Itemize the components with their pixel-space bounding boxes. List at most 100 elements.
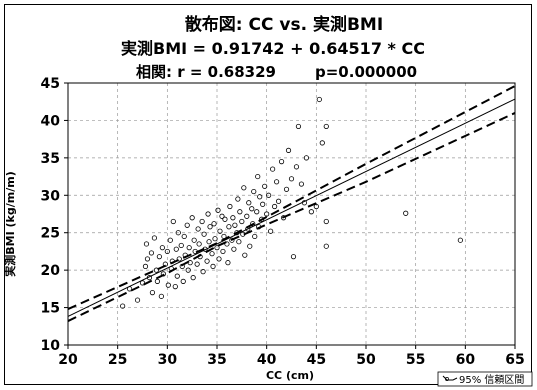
scatter-point <box>197 254 203 260</box>
scatter-point <box>275 198 282 204</box>
legend-point-icon <box>445 377 449 381</box>
scatter-point <box>201 231 207 237</box>
scatter-point <box>199 218 205 225</box>
scatter-point <box>278 159 285 165</box>
scatter-point <box>165 282 171 288</box>
y-tick-label: 45 <box>41 76 60 92</box>
scatter-point <box>246 200 252 206</box>
x-tick-label: 50 <box>356 352 376 368</box>
scatter-point <box>256 224 262 230</box>
scatter-point <box>457 237 463 243</box>
confidence-lower-line <box>67 112 516 322</box>
x-tick-label: 25 <box>108 352 127 368</box>
scatter-point <box>247 243 253 249</box>
scatter-point <box>148 250 155 256</box>
x-tick-label: 55 <box>406 352 425 368</box>
scatter-point <box>264 211 270 217</box>
regression-fit-line <box>67 98 516 317</box>
scatter-point <box>301 200 308 206</box>
scatter-point <box>180 278 186 284</box>
scatter-point <box>154 278 160 284</box>
x-tick-label: 45 <box>307 352 326 368</box>
scatter-point <box>186 245 192 251</box>
scatter-point <box>159 245 165 251</box>
scatter-point <box>134 297 141 303</box>
scatter-point <box>219 213 225 219</box>
scatter-point <box>236 239 242 245</box>
legend-box <box>437 371 533 387</box>
scatter-point <box>149 289 156 296</box>
scatter-point <box>308 209 314 215</box>
scatter-point <box>288 176 295 182</box>
scatter-point <box>194 261 200 267</box>
scatter-point <box>195 226 201 232</box>
scatter-point <box>172 284 178 290</box>
scatter-point <box>169 258 175 264</box>
scatter-point <box>185 267 191 273</box>
scatter-point <box>215 207 221 213</box>
scatter-point <box>242 252 248 258</box>
scatter-point <box>323 123 329 130</box>
p-value-label: p=0.000000 <box>315 63 417 81</box>
scatter-point <box>196 241 202 247</box>
chart-title: 散布図: CC vs. 実測BMI <box>185 14 383 35</box>
scatter-point <box>175 230 181 236</box>
scatter-point <box>214 245 220 251</box>
scatter-point <box>225 260 231 266</box>
scatter-point <box>174 273 180 279</box>
scatter-point <box>187 260 193 266</box>
scatter-point <box>293 164 300 170</box>
scatter-point <box>313 203 319 210</box>
scatter-point <box>241 185 247 191</box>
scatter-point <box>280 215 287 221</box>
scatter-point <box>126 286 133 292</box>
grid-lines <box>68 83 515 345</box>
scatter-point <box>273 179 280 185</box>
scatter-point <box>323 243 329 249</box>
scatter-point <box>252 233 258 240</box>
scatter-point <box>266 192 272 198</box>
scatter-point <box>170 218 176 225</box>
y-tick-labels: 10 15 20 25 30 35 40 45 <box>41 76 68 354</box>
x-tick-labels: 20 25 30 35 40 45 50 55 60 65 <box>58 345 525 368</box>
regression-line <box>67 98 516 317</box>
scatter-point <box>250 221 256 227</box>
scatter-point <box>222 216 228 222</box>
y-tick-label: 25 <box>41 226 60 242</box>
scatter-point <box>403 210 409 216</box>
scatter-point <box>209 251 215 257</box>
scatter-point <box>260 201 266 207</box>
scatter-point <box>230 215 236 221</box>
scatter-point <box>217 228 223 234</box>
scatter-point <box>207 224 213 230</box>
scatter-point <box>244 213 250 219</box>
scatter-point <box>178 242 184 249</box>
scatter-point <box>204 258 210 264</box>
scatter-point <box>212 236 218 242</box>
scatter-point <box>290 254 297 260</box>
scatter-point <box>298 181 305 187</box>
scatter-point <box>283 186 290 192</box>
scatter-point <box>205 211 211 217</box>
scatter-point <box>143 241 150 247</box>
scatter-point <box>240 231 246 237</box>
scatter-point <box>142 263 149 269</box>
scatter-point <box>249 206 255 212</box>
regression-equation: 実測BMI = 0.91742 + 0.64517 * CC <box>121 39 425 58</box>
x-tick-label: 65 <box>505 352 524 368</box>
scatter-point <box>182 252 188 258</box>
x-tick-label: 20 <box>58 352 78 368</box>
x-tick-label: 30 <box>158 352 178 368</box>
scatter-point <box>227 203 233 210</box>
scatter-point <box>202 246 208 252</box>
scatter-point <box>285 147 292 153</box>
scatter-point <box>146 275 153 281</box>
scatter-point <box>167 237 173 243</box>
y-tick-label: 20 <box>41 263 61 279</box>
scatter-point <box>153 267 160 273</box>
confidence-band <box>67 85 516 322</box>
scatter-point <box>179 263 185 269</box>
scatter-point <box>235 196 241 202</box>
scatter-point <box>323 218 329 225</box>
